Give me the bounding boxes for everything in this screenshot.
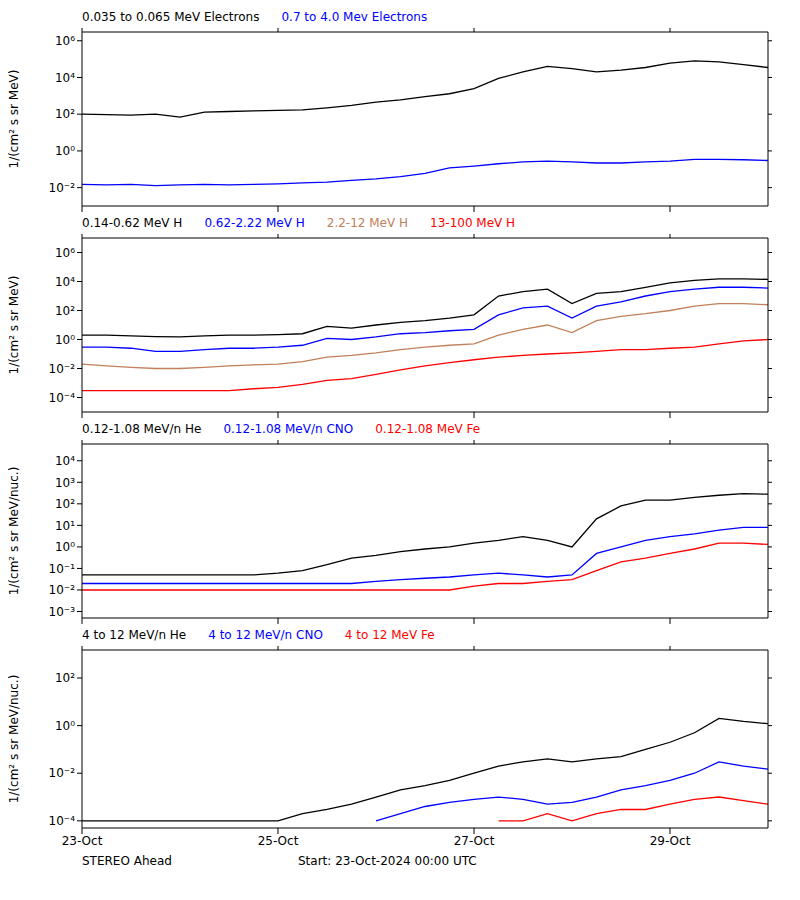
- svg-text:10⁰: 10⁰: [55, 719, 75, 733]
- svg-text:10⁰: 10⁰: [55, 144, 75, 158]
- svg-text:10⁴: 10⁴: [55, 275, 75, 289]
- svg-text:10²: 10²: [55, 671, 75, 685]
- html-text:0.14-0.62 MeV H: 0.14-0.62 MeV H: [82, 216, 183, 230]
- html-text:4 to 12 MeV/n He: 4 to 12 MeV/n He: [82, 628, 187, 642]
- svg-text:10¹: 10¹: [55, 519, 75, 533]
- svg-text:10⁻⁴: 10⁻⁴: [49, 814, 76, 828]
- svg-text:10⁻²: 10⁻²: [49, 181, 76, 195]
- svg-text:10²: 10²: [55, 304, 75, 318]
- svg-text:23-Oct: 23-Oct: [62, 834, 103, 848]
- svg-text:10²: 10²: [55, 497, 75, 511]
- svg-text:10⁻³: 10⁻³: [49, 605, 76, 619]
- html-text:0.7 to 4.0 Mev Electrons: 0.7 to 4.0 Mev Electrons: [281, 10, 428, 24]
- html-text:2.2-12 MeV H: 2.2-12 MeV H: [326, 216, 408, 230]
- svg-text:10³: 10³: [55, 476, 75, 490]
- html-text:4 to 12 MeV Fe: 4 to 12 MeV Fe: [344, 628, 435, 642]
- svg-text:1/(cm² s sr MeV): 1/(cm² s sr MeV): [8, 70, 21, 169]
- svg-text:10⁻²: 10⁻²: [49, 583, 76, 597]
- html-text:0.62-2.22 MeV H: 0.62-2.22 MeV H: [204, 216, 305, 230]
- html-text:0.12-1.08 MeV/n He: 0.12-1.08 MeV/n He: [82, 422, 202, 436]
- svg-text:10⁰: 10⁰: [55, 333, 75, 347]
- svg-text:10⁴: 10⁴: [55, 454, 75, 468]
- svg-text:10²: 10²: [55, 107, 75, 121]
- svg-text:10⁻¹: 10⁻¹: [49, 562, 76, 576]
- html-text:13-100 MeV H: 13-100 MeV H: [430, 216, 516, 230]
- svg-text:10⁶: 10⁶: [55, 34, 75, 48]
- html-text:0.12-1.08 MeV Fe: 0.12-1.08 MeV Fe: [375, 422, 481, 436]
- svg-text:10⁻²: 10⁻²: [49, 766, 76, 780]
- svg-text:1/(cm² s sr MeV): 1/(cm² s sr MeV): [8, 276, 21, 375]
- svg-text:10⁴: 10⁴: [55, 71, 75, 85]
- svg-text:27-Oct: 27-Oct: [454, 834, 495, 848]
- html-text:0.12-1.08 MeV/n CNO: 0.12-1.08 MeV/n CNO: [223, 422, 354, 436]
- svg-text:10⁻⁴: 10⁻⁴: [49, 391, 76, 405]
- svg-text:10⁰: 10⁰: [55, 540, 75, 554]
- svg-text:1/(cm² s sr MeV/nuc.): 1/(cm² s sr MeV/nuc.): [8, 467, 21, 596]
- html-text:0.035 to 0.065 MeV Electrons: 0.035 to 0.065 MeV Electrons: [82, 10, 260, 24]
- svg-text:10⁻²: 10⁻²: [49, 362, 76, 376]
- svg-text:1/(cm² s sr MeV/nuc.): 1/(cm² s sr MeV/nuc.): [8, 675, 21, 804]
- html-text:Start: 23-Oct-2024 00:00 UTC: Start: 23-Oct-2024 00:00 UTC: [298, 854, 477, 868]
- svg-text:29-Oct: 29-Oct: [650, 834, 691, 848]
- html-text:STEREO Ahead: STEREO Ahead: [82, 854, 172, 868]
- svg-text:10⁶: 10⁶: [55, 246, 75, 260]
- html-text:4 to 12 MeV/n CNO: 4 to 12 MeV/n CNO: [208, 628, 323, 642]
- svg-text:25-Oct: 25-Oct: [258, 834, 299, 848]
